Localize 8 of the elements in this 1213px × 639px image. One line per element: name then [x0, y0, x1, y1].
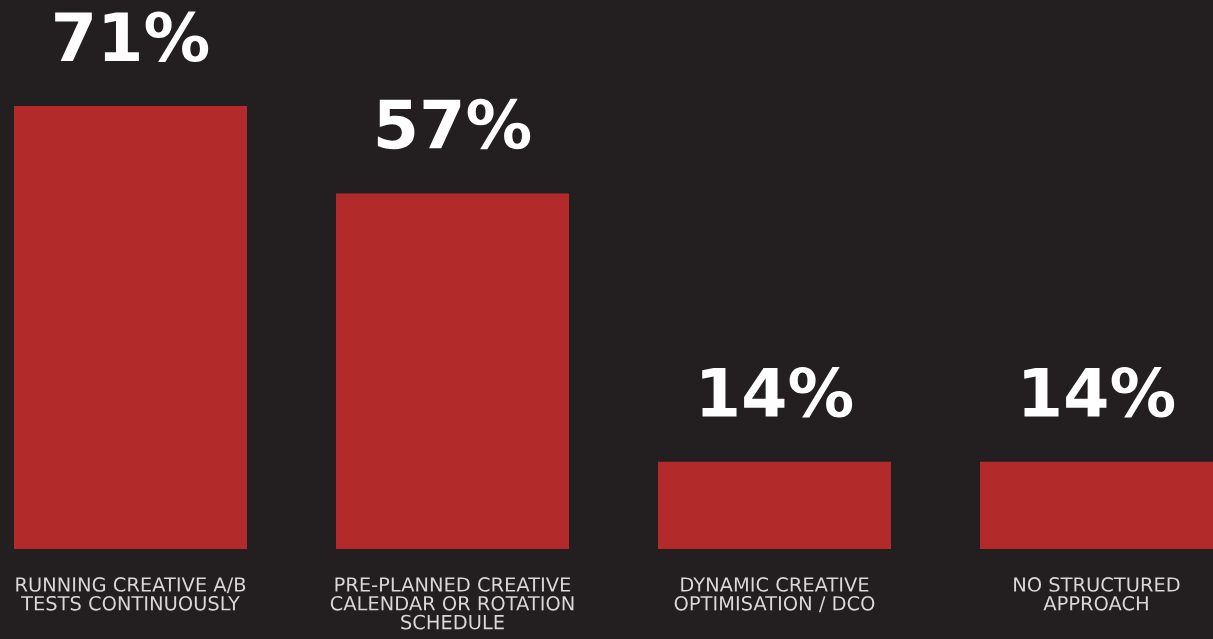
x-tick-label: RUNNING CREATIVE A/B TESTS CONTINUOUSLY	[16, 577, 246, 611]
data-label: 14%	[702, 367, 853, 418]
x-tick-label: PRE-PLANNED CREATIVE CALENDAR OR ROTATION SCHEDULE	[330, 577, 574, 630]
data-label: 57%	[377, 98, 531, 150]
data-label: 71%	[55, 11, 209, 62]
x-tick-label: DYNAMIC CREATIVE OPTIMISATION / DCO	[674, 577, 875, 613]
data-label: 14%	[1024, 367, 1175, 418]
x-tick-label: NO STRUCTURED APPROACH	[1014, 577, 1180, 611]
